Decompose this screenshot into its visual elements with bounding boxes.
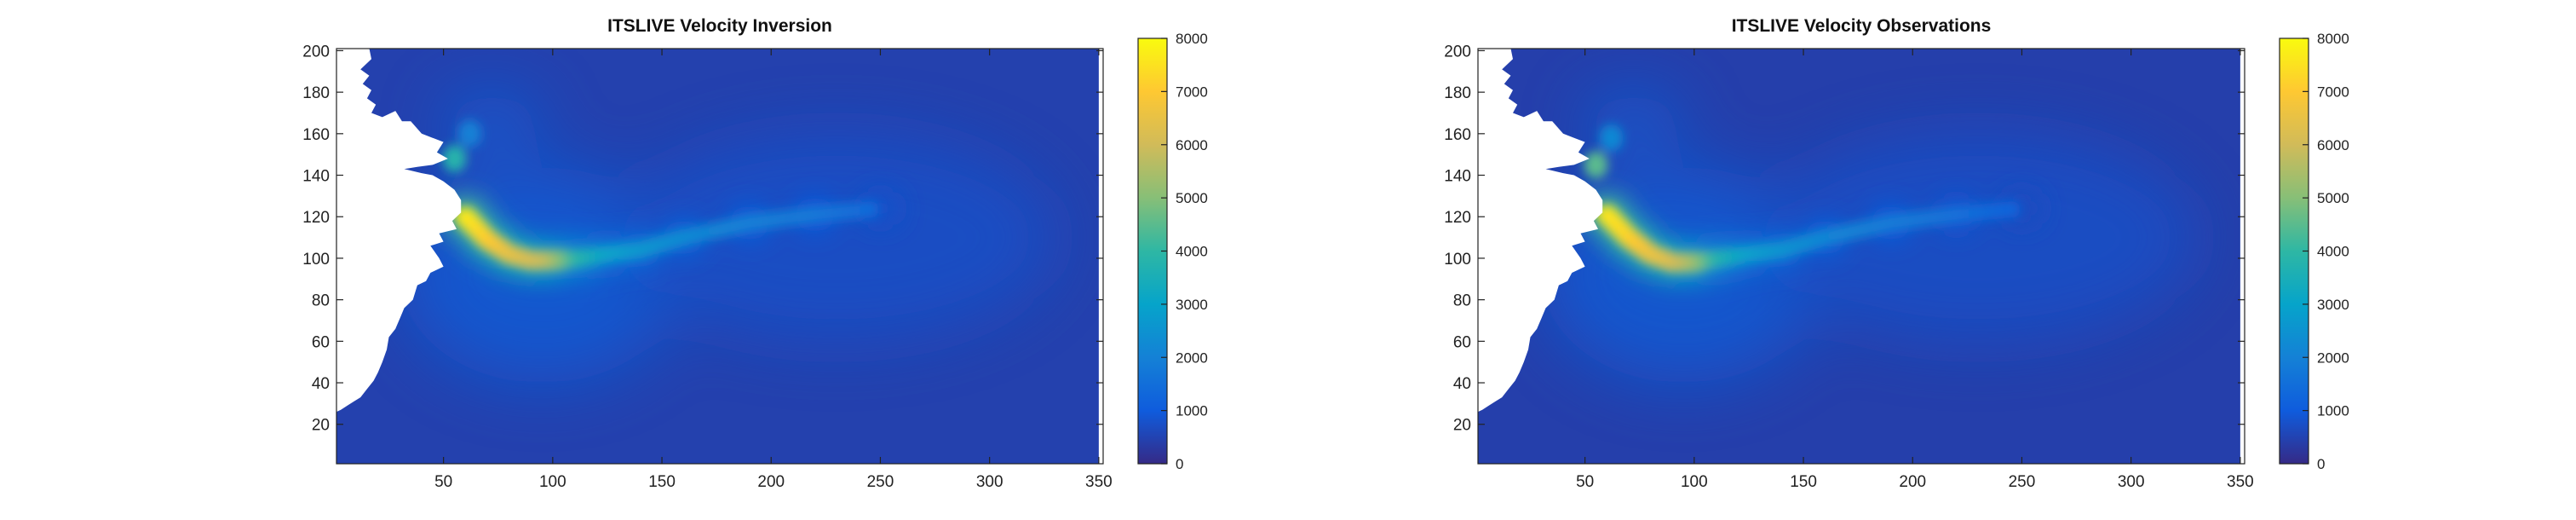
y-tick-label: 40 (312, 375, 330, 393)
colorbar-tick-label: 0 (2317, 456, 2325, 472)
colorbar-tick-label: 7000 (1176, 84, 1208, 100)
x-tick-label: 300 (2118, 473, 2145, 491)
velocity-halo (1583, 92, 1684, 155)
colorbar-tick-label: 4000 (1176, 244, 1208, 260)
colorbar: 0 1000 2000 3000 4000 5000 6000 7000 8000 (1137, 31, 1208, 472)
no-data-strip (1098, 49, 1103, 464)
y-tick-label: 60 (1453, 333, 1471, 351)
x-tick-label: 100 (539, 473, 566, 491)
y-tick-label: 120 (1444, 209, 1471, 227)
x-tick-label: 100 (1681, 473, 1708, 491)
x-tick-label: 50 (1576, 473, 1594, 491)
y-tick-label: 60 (312, 333, 330, 351)
x-axis: 50 100 150 200 250 300 350 (434, 49, 1113, 491)
y-tick-label: 200 (1444, 43, 1471, 61)
colorbar-tick-label: 8000 (2317, 31, 2349, 47)
heatmap-plot (336, 48, 1104, 465)
colorbar-tick-label: 0 (1176, 456, 1183, 472)
y-tick-label: 200 (302, 43, 330, 61)
secondary-flow-point (457, 119, 482, 147)
land-mask (336, 49, 462, 413)
y-tick-label: 20 (312, 417, 330, 435)
y-axis: 20 40 60 80 100 120 140 160 180 200 (302, 43, 1103, 435)
secondary-flow-point (1599, 124, 1624, 152)
velocity-halo (618, 133, 1055, 342)
colorbar-tick-label: 3000 (1176, 297, 1208, 313)
y-tick-label: 40 (1453, 375, 1471, 393)
colorbar-tick-label: 6000 (1176, 137, 1208, 153)
axes-box (1477, 48, 2245, 465)
panel-velocity-observations: ITSLIVE Velocity Observations 50 100 150 20… (1444, 16, 2349, 491)
secondary-flow-point (442, 145, 467, 173)
x-tick-label: 350 (2227, 473, 2254, 491)
colorbar-tick-label: 3000 (2317, 297, 2349, 313)
colorbar-tick-label: 2000 (1176, 350, 1208, 366)
secondary-flow-point (1584, 151, 1608, 179)
y-axis: 20 40 60 80 100 120 140 160 180 200 (1444, 43, 2245, 435)
y-tick-label: 100 (302, 251, 330, 269)
x-tick-label: 50 (434, 473, 452, 491)
colorbar-tick-label: 5000 (1176, 190, 1208, 206)
y-tick-label: 160 (1444, 126, 1471, 144)
x-tick-label: 300 (976, 473, 1003, 491)
y-tick-label: 120 (302, 209, 330, 227)
x-tick-label: 200 (1899, 473, 1926, 491)
colorbar-tick-label: 4000 (2317, 244, 2349, 260)
chart-title: ITSLIVE Velocity Observations (1732, 16, 1992, 36)
land-mask (1478, 49, 1603, 413)
velocity-halo (441, 92, 543, 155)
heatmap-plot (1477, 48, 2245, 465)
x-tick-label: 250 (867, 473, 894, 491)
flow-core (2001, 200, 2021, 218)
y-tick-label: 140 (1444, 168, 1471, 186)
y-tick-label: 20 (1453, 417, 1471, 435)
y-tick-label: 100 (1444, 251, 1471, 269)
x-tick-label: 350 (1085, 473, 1113, 491)
no-data-strip (2240, 49, 2245, 464)
chart-title: ITSLIVE Velocity Inversion (607, 16, 832, 36)
colorbar-tick-label: 1000 (2317, 403, 2349, 419)
colorbar-tick-label: 8000 (1176, 31, 1208, 47)
panel-velocity-inversion: ITSLIVE Velocity Inversion 50 100 150 200 25… (302, 16, 1208, 491)
x-tick-label: 200 (757, 473, 785, 491)
y-tick-label: 80 (312, 292, 330, 310)
colorbar: 0 1000 2000 3000 4000 5000 6000 7000 8000 (2279, 31, 2349, 472)
axes-box (336, 48, 1104, 465)
y-tick-label: 180 (302, 84, 330, 102)
colorbar-tick-label: 1000 (1176, 403, 1208, 419)
y-tick-label: 140 (302, 168, 330, 186)
x-tick-label: 250 (2009, 473, 2036, 491)
velocity-halo (1759, 133, 2197, 342)
colorbar-tick-label: 6000 (2317, 137, 2349, 153)
colorbar-tick-label: 7000 (2317, 84, 2349, 100)
y-tick-label: 80 (1453, 292, 1471, 310)
colorbar-tick-label: 2000 (2317, 350, 2349, 366)
y-tick-label: 180 (1444, 84, 1471, 102)
flow-core (860, 200, 879, 218)
x-tick-label: 150 (648, 473, 676, 491)
colorbar-tick-label: 5000 (2317, 190, 2349, 206)
y-tick-label: 160 (302, 126, 330, 144)
x-tick-label: 150 (1790, 473, 1817, 491)
x-axis: 50 100 150 200 250 300 350 (1576, 49, 2254, 491)
